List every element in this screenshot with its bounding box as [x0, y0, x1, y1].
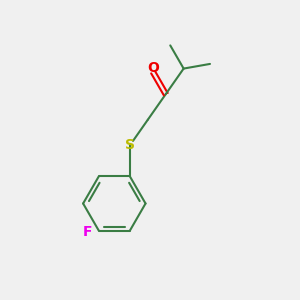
Text: O: O: [147, 61, 159, 75]
Text: S: S: [125, 138, 135, 152]
Text: F: F: [83, 225, 92, 239]
